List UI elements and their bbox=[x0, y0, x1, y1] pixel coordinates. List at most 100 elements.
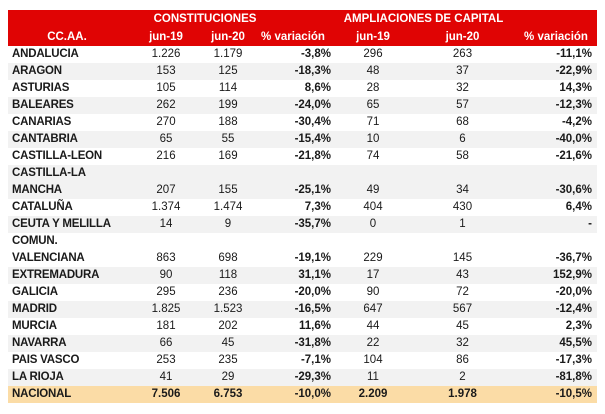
amp-variacion-cell: -22,9% bbox=[555, 65, 592, 77]
region-name: NACIONAL bbox=[12, 388, 72, 400]
const-variacion-cell: -21,8% bbox=[294, 150, 331, 162]
const-jun19-cell: 1.825 bbox=[151, 303, 181, 315]
amp-jun19-cell: 71 bbox=[366, 116, 380, 128]
amp-jun19-cell: 28 bbox=[366, 82, 380, 94]
table-row: BALEARES 262 199 -24,0% 65 57 -12,3% bbox=[8, 97, 597, 114]
region-name: PAIS VASCO bbox=[12, 354, 80, 366]
const-jun20-cell: 55 bbox=[221, 133, 235, 145]
const-jun20-cell: 6.753 bbox=[213, 388, 243, 400]
const-variacion-cell: 8,6% bbox=[304, 82, 331, 94]
region-name: NAVARRA bbox=[12, 337, 67, 349]
amp-jun19-cell: 65 bbox=[366, 99, 380, 111]
table-row: MURCIA 181 202 11,6% 44 45 2,3% bbox=[8, 318, 597, 335]
table-row: GALICIA 295 236 -20,0% 90 72 -20,0% bbox=[8, 284, 597, 301]
amp-jun19-cell: 90 bbox=[366, 286, 380, 298]
column-header-row: CC.AA. jun-19 jun-20 % variación jun-19 … bbox=[8, 28, 597, 46]
amp-jun19-cell: 0 bbox=[369, 218, 377, 230]
region-name: CASTILLA-LEON bbox=[12, 150, 103, 162]
const-variacion-cell: -3,8% bbox=[300, 48, 331, 60]
table-row: ARAGON 153 125 -18,3% 48 37 -22,9% bbox=[8, 63, 597, 80]
region-name: LA RIOJA bbox=[12, 371, 64, 383]
amp-variacion-cell: 152,9% bbox=[552, 269, 592, 281]
amp-jun19-cell: 229 bbox=[363, 252, 383, 264]
region-name: CANARIAS bbox=[12, 116, 72, 128]
table-row: CEUTA Y MELILLA 14 9 -35,7% 0 1 - bbox=[8, 216, 597, 233]
table-row: LA RIOJA 41 29 -29,3% 11 2 -81,8% bbox=[8, 369, 597, 386]
amp-jun19-cell: 104 bbox=[363, 354, 383, 366]
table-row: NAVARRA 66 45 -31,8% 22 32 45,5% bbox=[8, 335, 597, 352]
regional-statistics-table: CONSTITUCIONES AMPLIACIONES DE CAPITAL C… bbox=[8, 10, 597, 403]
amp-jun19-cell: 296 bbox=[363, 48, 383, 60]
table-row-total: NACIONAL 7.506 6.753 -10,0% 2.209 1.978 -10,5% bbox=[8, 386, 597, 403]
amp-jun19-cell: 49 bbox=[366, 184, 380, 196]
const-variacion-cell: -35,7% bbox=[294, 218, 331, 230]
const-jun19-cell: 14 bbox=[159, 218, 173, 230]
table-row: CASTILLA-LA MANCHA 207 155 -25,1% 49 34 -30,6% bbox=[8, 165, 597, 199]
const-jun19-cell: 181 bbox=[156, 320, 176, 332]
const-jun19-cell: 7.506 bbox=[151, 388, 181, 400]
col-header-ccaa: CC.AA. bbox=[47, 31, 87, 43]
amp-variacion-cell: -81,8% bbox=[555, 371, 592, 383]
amp-jun20-cell: 37 bbox=[456, 65, 469, 77]
amp-variacion-cell: -12,4% bbox=[555, 303, 592, 315]
const-jun20-cell: 1.179 bbox=[213, 48, 243, 60]
col-header-const-jun20: jun-20 bbox=[211, 31, 245, 43]
region-name: ANDALUCIA bbox=[12, 48, 79, 60]
amp-jun19-cell: 22 bbox=[366, 337, 380, 349]
table-row: ASTURIAS 105 114 8,6% 28 32 14,3% bbox=[8, 80, 597, 97]
const-jun19-cell: 41 bbox=[159, 371, 173, 383]
col-header-amp-jun19: jun-19 bbox=[356, 31, 390, 43]
amp-jun20-cell: 1.978 bbox=[448, 388, 477, 400]
col-header-amp-variacion: % variación bbox=[524, 31, 588, 43]
amp-variacion-cell: - bbox=[588, 218, 592, 230]
amp-jun20-cell: 57 bbox=[456, 99, 469, 111]
table-row: CASTILLA-LEON 216 169 -21,8% 74 58 -21,6% bbox=[8, 148, 597, 165]
amp-jun20-cell: 43 bbox=[456, 269, 469, 281]
const-jun20-cell: 29 bbox=[221, 371, 235, 383]
const-jun19-cell: 262 bbox=[156, 99, 176, 111]
const-jun20-cell: 199 bbox=[218, 99, 238, 111]
amp-jun20-cell: 45 bbox=[456, 320, 469, 332]
const-jun20-cell: 125 bbox=[218, 65, 238, 77]
const-variacion-cell: 31,1% bbox=[298, 269, 331, 281]
table-row: CANARIAS 270 188 -30,4% 71 68 -4,2% bbox=[8, 114, 597, 131]
amp-jun20-cell: 86 bbox=[456, 354, 469, 366]
const-jun20-cell: 1.523 bbox=[213, 303, 243, 315]
amp-variacion-cell: 6,4% bbox=[565, 201, 592, 213]
group-header-row: CONSTITUCIONES AMPLIACIONES DE CAPITAL bbox=[8, 10, 597, 28]
amp-variacion-cell: -11,1% bbox=[556, 48, 592, 60]
const-jun19-cell: 253 bbox=[156, 354, 176, 366]
amp-variacion-cell: -17,3% bbox=[555, 354, 592, 366]
amp-jun20-cell: 145 bbox=[452, 252, 473, 264]
region-name: ARAGON bbox=[12, 65, 62, 77]
const-jun20-cell: 155 bbox=[218, 184, 238, 196]
group-header-ampliaciones-de-capital: AMPLIACIONES DE CAPITAL bbox=[343, 13, 504, 25]
const-variacion-cell: -20,0% bbox=[294, 286, 331, 298]
const-jun20-cell: 188 bbox=[218, 116, 238, 128]
const-variacion-cell: -18,3% bbox=[294, 65, 331, 77]
const-variacion-cell: 11,6% bbox=[299, 320, 331, 332]
amp-jun19-cell: 48 bbox=[366, 65, 380, 77]
amp-jun20-cell: 32 bbox=[456, 82, 469, 94]
header-corner-cell bbox=[8, 10, 126, 28]
amp-jun20-cell: 58 bbox=[456, 150, 469, 162]
amp-jun20-cell: 2 bbox=[459, 371, 466, 383]
amp-variacion-cell: -40,0% bbox=[555, 133, 592, 145]
region-name: CATALUÑA bbox=[12, 201, 73, 213]
const-jun19-cell: 207 bbox=[156, 184, 176, 196]
const-variacion-cell: -25,1% bbox=[294, 184, 331, 196]
region-name: MURCIA bbox=[12, 320, 57, 332]
const-jun20-cell: 698 bbox=[218, 252, 238, 264]
const-jun19-cell: 1.226 bbox=[151, 48, 181, 60]
amp-jun19-cell: 44 bbox=[366, 320, 380, 332]
amp-jun19-cell: 17 bbox=[366, 269, 380, 281]
table-header: CONSTITUCIONES AMPLIACIONES DE CAPITAL C… bbox=[8, 10, 597, 46]
amp-jun19-cell: 647 bbox=[363, 303, 383, 315]
col-header-amp-jun20: jun-20 bbox=[445, 31, 480, 43]
const-jun19-cell: 1.374 bbox=[151, 201, 181, 213]
const-jun20-cell: 169 bbox=[218, 150, 238, 162]
amp-jun20-cell: 430 bbox=[452, 201, 473, 213]
const-jun20-cell: 114 bbox=[218, 82, 238, 94]
const-variacion-cell: -31,8% bbox=[294, 337, 331, 349]
table-row: ANDALUCIA 1.226 1.179 -3,8% 296 263 -11,1% bbox=[8, 46, 597, 63]
